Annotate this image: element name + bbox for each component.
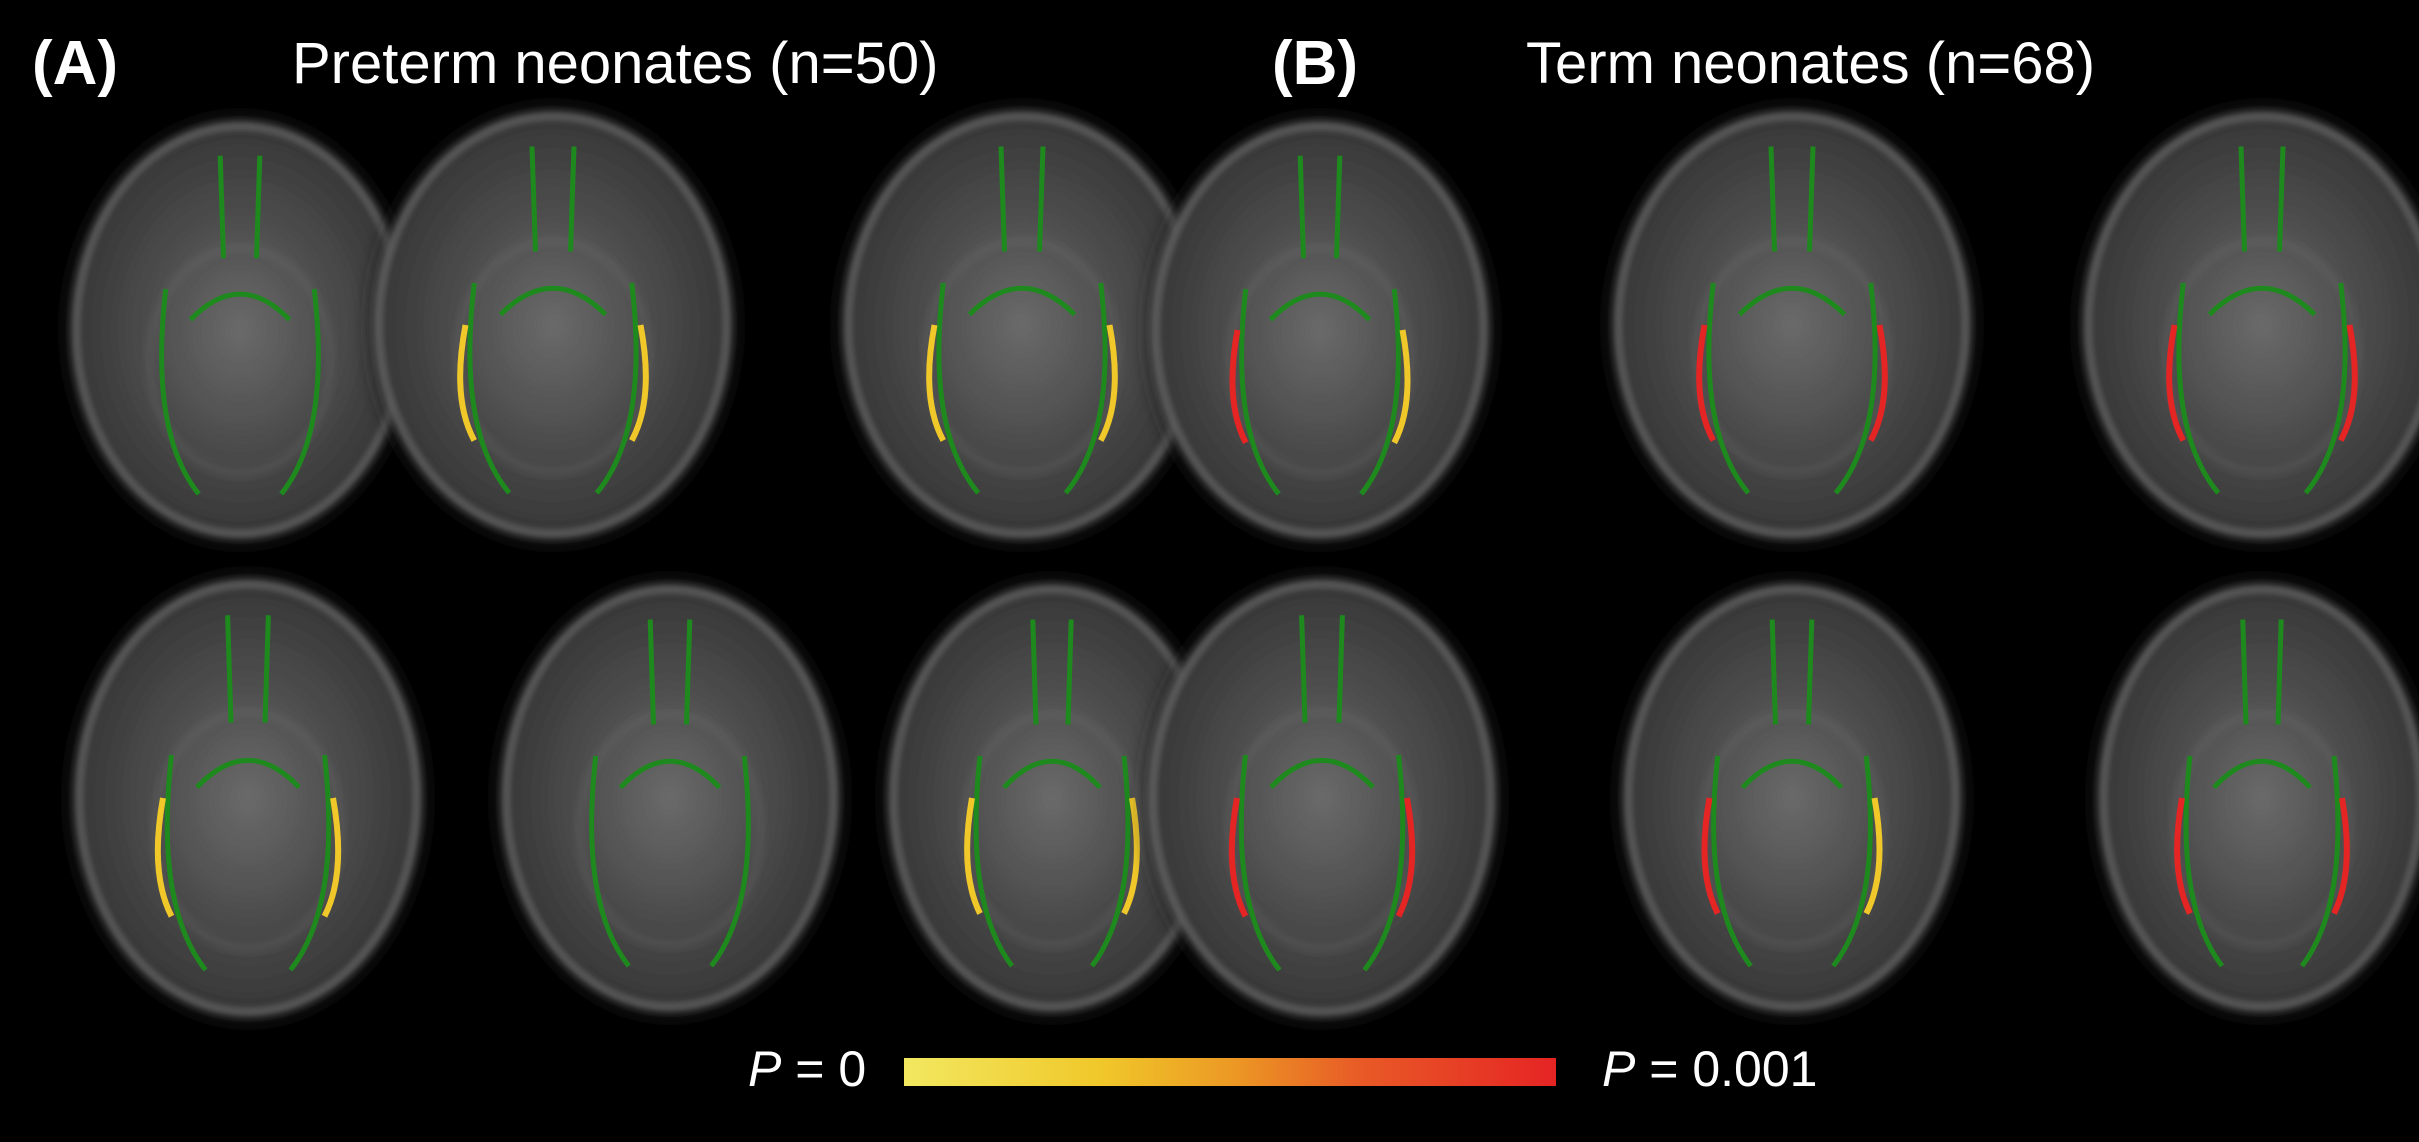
colorbar-left-label: P = 0: [748, 1041, 867, 1097]
significance-overlay: [926, 324, 1118, 442]
significance-overlay: [1701, 797, 1883, 915]
brain-slice-b-5: [1621, 582, 1963, 1014]
colorbar-right-label: P = 0.001: [1602, 1041, 1818, 1097]
brain-slice-a-4: [72, 577, 424, 1019]
brain-slice-b-2: [1611, 109, 1973, 541]
brain-slice-a-3: [841, 109, 1203, 541]
brain-slice-b-3: [2081, 109, 2419, 541]
tbss-skeleton-overlay: [159, 155, 321, 496]
significance-overlay: [154, 797, 342, 918]
significance-overlay: [964, 797, 1140, 915]
tbss-skeleton-overlay: [589, 619, 751, 968]
p-value-colorbar: [904, 1058, 1556, 1086]
brain-slice-a-2: [372, 109, 734, 541]
significance-overlay: [1228, 797, 1416, 918]
brain-slice-a-5: [499, 582, 841, 1014]
panel-b-title: Term neonates (n=68): [1526, 31, 2096, 96]
brain-slice-b-4: [1146, 577, 1498, 1019]
panel-b-letter: (B): [1272, 29, 1359, 98]
tbss-skeleton-overlay: [1238, 615, 1406, 972]
significance-overlay: [457, 324, 649, 442]
panel-a-title: Preterm neonates (n=50): [292, 31, 939, 96]
significance-overlay: [2166, 324, 2358, 442]
tbss-skeleton-overlay: [936, 146, 1108, 495]
panel-a-letter: (A): [32, 29, 119, 98]
tbss-skeleton-overlay: [1239, 155, 1401, 496]
tbss-skeleton-overlay: [2183, 619, 2341, 968]
brain-slice-b-6: [2096, 582, 2419, 1014]
brain-slice-b-1: [1149, 119, 1491, 541]
tbss-skeleton-overlay: [467, 146, 639, 495]
significance-overlay: [2174, 797, 2350, 915]
brain-slice-a-1: [69, 119, 411, 541]
tbss-skeleton-overlay: [1706, 146, 1878, 495]
tbss-skeleton-overlay: [1711, 619, 1873, 968]
significance-overlay: [1229, 329, 1411, 445]
tbss-skeleton-overlay: [973, 619, 1131, 968]
tbss-skeleton-overlay: [164, 615, 332, 972]
significance-overlay: [1696, 324, 1888, 442]
tbss-skeleton-overlay: [2176, 146, 2348, 495]
